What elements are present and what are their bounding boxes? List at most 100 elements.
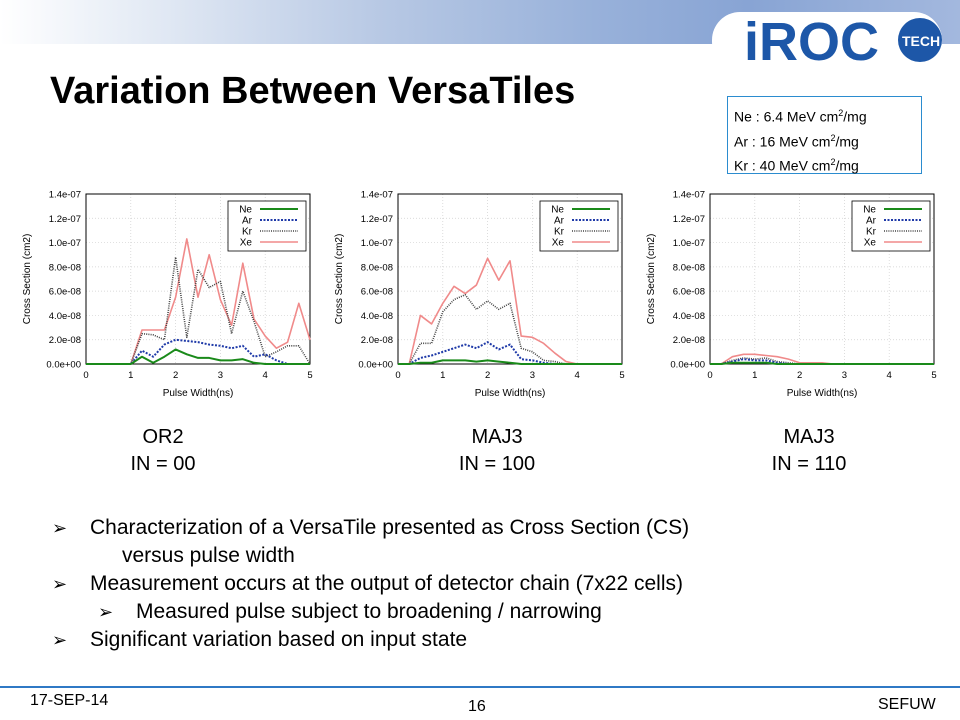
x-tick-label: 3 <box>530 370 535 381</box>
y-axis-label: Cross Section (cm2) <box>334 234 345 325</box>
legend-label: Kr <box>242 227 253 238</box>
x-tick-label: 3 <box>842 370 847 381</box>
bullet-list: ➢ Characterization of a VersaTile present… <box>52 514 932 654</box>
series-line-xe <box>398 257 622 365</box>
arrow-bullet-icon: ➢ <box>98 602 114 622</box>
y-tick-label: 2.0e-08 <box>49 335 81 346</box>
y-tick-label: 2.0e-08 <box>361 335 393 346</box>
caption-gate: MAJ3 <box>783 426 835 448</box>
ion-line-ne: Ne : 6.4 MeV cm2/mg <box>734 108 867 125</box>
y-tick-label: 6.0e-08 <box>361 287 393 298</box>
y-tick-label: 0.0e+00 <box>670 360 705 371</box>
chart-svg: 0.0e+00 2.0e-08 4.0e-08 6.0e-08 8.0e-08 1.0e-… <box>646 190 937 400</box>
x-tick-label: 1 <box>440 370 445 381</box>
sub-bullet-item: ➢ Measured pulse subject to broadening / … <box>52 598 932 626</box>
arrow-bullet-icon: ➢ <box>52 630 68 650</box>
legend-label: Kr <box>866 227 877 238</box>
chart-maj3-in100: 0.0e+00 2.0e-08 4.0e-08 6.0e-08 8.0e-08 1.0e-… <box>312 182 632 402</box>
chart-maj3-in110: 0.0e+00 2.0e-08 4.0e-08 6.0e-08 8.0e-08 1.0e-… <box>624 182 944 402</box>
footer-event: SEFUW <box>878 696 936 713</box>
y-tick-label: 6.0e-08 <box>673 287 705 298</box>
y-tick-label: 1.0e-07 <box>49 238 81 249</box>
x-tick-label: 1 <box>128 370 133 381</box>
legend-label: Ar <box>242 216 253 227</box>
x-axis-label: Pulse Width(ns) <box>475 388 546 399</box>
x-tick-label: 4 <box>575 370 580 381</box>
y-tick-label: 1.4e-07 <box>361 190 393 201</box>
series-line-ar <box>398 341 622 365</box>
bullet-item: ➢ Significant variation based on input st… <box>52 626 932 654</box>
x-tick-label: 4 <box>263 370 268 381</box>
chart-or2-in00: 0.0e+00 2.0e-08 4.0e-08 6.0e-08 8.0e-08 1.0e-… <box>0 182 320 402</box>
footer-date: 17-SEP-14 <box>30 692 109 709</box>
y-tick-label: 8.0e-08 <box>49 262 81 273</box>
logo-text: iROC <box>744 12 879 72</box>
chart-svg: 0.0e+00 2.0e-08 4.0e-08 6.0e-08 8.0e-08 1.0e-… <box>334 190 625 400</box>
plot-frame <box>397 193 623 365</box>
y-tick-label: 1.4e-07 <box>673 190 705 201</box>
series-line-ne <box>710 361 934 365</box>
logo-subtext: TECH <box>902 33 940 49</box>
x-tick-label: 3 <box>218 370 223 381</box>
series-line-kr <box>710 357 934 365</box>
bullet-continuation: versus pulse width <box>122 544 295 567</box>
y-tick-label: 1.0e-07 <box>673 238 705 249</box>
y-axis-label: Cross Section (cm2) <box>646 234 657 325</box>
caption-chart-1: OR2 IN = 00 <box>78 424 248 478</box>
legend-label: Xe <box>864 238 877 249</box>
x-tick-label: 5 <box>307 370 312 381</box>
x-axis-label: Pulse Width(ns) <box>787 388 858 399</box>
y-tick-label: 1.2e-07 <box>361 214 393 225</box>
x-tick-label: 2 <box>173 370 178 381</box>
y-tick-label: 4.0e-08 <box>673 311 705 322</box>
x-tick-label: 5 <box>619 370 624 381</box>
legend-label: Kr <box>554 227 565 238</box>
caption-chart-3: MAJ3 IN = 110 <box>724 424 894 478</box>
series-line-ne <box>398 359 622 365</box>
bullet-item: ➢ Characterization of a VersaTile present… <box>52 514 932 542</box>
series-line-kr <box>398 293 622 365</box>
y-tick-label: 1.2e-07 <box>673 214 705 225</box>
iroc-logo: iROC TECH <box>698 2 960 86</box>
caption-gate: MAJ3 <box>471 426 523 448</box>
legend-label: Ne <box>863 205 876 216</box>
caption-chart-2: MAJ3 IN = 100 <box>412 424 582 478</box>
x-tick-label: 2 <box>797 370 802 381</box>
y-tick-label: 4.0e-08 <box>49 311 81 322</box>
legend-label: Xe <box>552 238 565 249</box>
caption-gate: OR2 <box>142 426 184 448</box>
ion-line-ar: Ar : 16 MeV cm2/mg <box>734 132 859 150</box>
x-axis-label: Pulse Width(ns) <box>163 388 234 399</box>
series-line-ar <box>86 338 310 365</box>
legend-label: Ne <box>239 205 252 216</box>
caption-input: IN = 00 <box>130 453 196 475</box>
legend-label: Xe <box>240 238 253 249</box>
series-line-ne <box>86 348 310 365</box>
y-tick-label: 8.0e-08 <box>673 262 705 273</box>
footer-divider <box>0 686 960 688</box>
y-tick-label: 2.0e-08 <box>673 335 705 346</box>
page-number: 16 <box>468 698 486 715</box>
bullet-item: ➢ Measurement occurs at the output of det… <box>52 570 932 598</box>
arrow-bullet-icon: ➢ <box>52 518 68 538</box>
page-title: Variation Between VersaTiles <box>50 70 576 112</box>
y-tick-label: 1.2e-07 <box>49 214 81 225</box>
y-tick-label: 1.0e-07 <box>361 238 393 249</box>
chart-svg: 0.0e+00 2.0e-08 4.0e-08 6.0e-08 8.0e-08 1.0e-… <box>22 190 313 400</box>
y-tick-label: 0.0e+00 <box>46 360 81 371</box>
series-line-xe <box>86 238 311 365</box>
legend-label: Ar <box>554 216 565 227</box>
x-tick-label: 2 <box>485 370 490 381</box>
caption-input: IN = 110 <box>771 453 847 475</box>
y-tick-label: 4.0e-08 <box>361 311 393 322</box>
x-tick-label: 5 <box>931 370 936 381</box>
ion-let-legend: Ne : 6.4 MeV cm2/mg Ar : 16 MeV cm2/mg K… <box>727 96 922 174</box>
legend-label: Ar <box>866 216 877 227</box>
x-tick-label: 0 <box>707 370 712 381</box>
y-tick-label: 6.0e-08 <box>49 287 81 298</box>
x-tick-label: 0 <box>83 370 88 381</box>
arrow-bullet-icon: ➢ <box>52 574 68 594</box>
plot-frame <box>85 193 311 365</box>
y-tick-label: 1.4e-07 <box>49 190 81 201</box>
caption-input: IN = 100 <box>458 453 536 475</box>
